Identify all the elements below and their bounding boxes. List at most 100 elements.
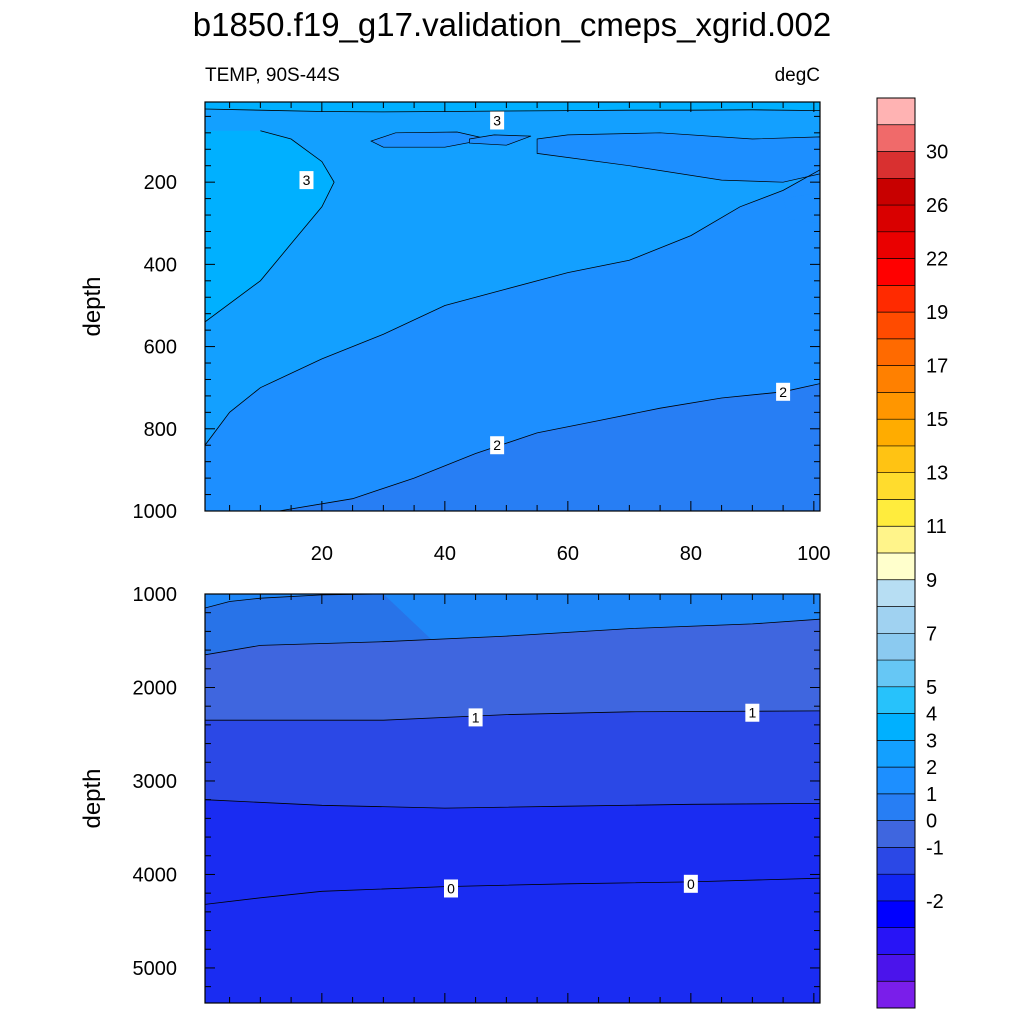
contour-label-box xyxy=(776,382,791,401)
contour-label: 2 xyxy=(779,384,787,400)
colorbar-swatch xyxy=(877,553,915,581)
colorbar-swatch xyxy=(877,900,915,928)
colorbar-label: 9 xyxy=(926,570,937,592)
contour-line-3 xyxy=(205,130,335,323)
colorbar-label: 11 xyxy=(926,516,947,538)
contour-label: 2 xyxy=(493,437,501,453)
colorbar-label: 19 xyxy=(926,302,948,324)
contour-patch xyxy=(783,192,820,224)
y-axis-label: depth xyxy=(79,768,106,828)
colorbar-label: 26 xyxy=(926,195,948,217)
colorbar-swatch xyxy=(877,874,915,902)
figure-title: b1850.f19_g17.validation_cmeps_xgrid.002 xyxy=(193,6,831,43)
colorbar-swatch xyxy=(877,392,915,420)
upper-depth-panel: 3 3 2 2 200 400 600 800 1000 20 40 60 80 100 depth xyxy=(79,101,831,565)
y-tick-label: 1000 xyxy=(133,501,178,523)
colorbar-swatch xyxy=(877,954,915,982)
x-tick-label: 100 xyxy=(797,543,830,565)
band-band_0 xyxy=(205,878,820,1003)
contour-label-box xyxy=(490,111,505,130)
contour-label: 3 xyxy=(303,172,311,188)
contour-label: 0 xyxy=(687,876,695,892)
contour-label: 1 xyxy=(748,705,756,721)
colorbar-label: 3 xyxy=(926,730,937,752)
colorbar-label: -1 xyxy=(926,837,944,859)
x-tick-label: 40 xyxy=(434,543,456,565)
y-tick-label: 1000 xyxy=(133,584,178,606)
units-label: degC xyxy=(775,65,820,86)
colorbar-swatch xyxy=(877,98,915,126)
contour-label-box xyxy=(683,874,698,893)
colorbar-swatch xyxy=(877,526,915,554)
colorbar-swatch xyxy=(877,338,915,366)
colorbar-swatch xyxy=(877,927,915,955)
colorbar-swatch xyxy=(877,820,915,848)
colorbar-swatch xyxy=(877,981,915,1009)
y-tick-label: 800 xyxy=(144,419,177,441)
y-tick-label: 2000 xyxy=(133,677,178,699)
colorbar-swatch xyxy=(877,151,915,179)
colorbar-swatch xyxy=(877,713,915,741)
colorbar-swatch xyxy=(877,285,915,313)
contour-label-box xyxy=(444,879,458,898)
colorbar-swatch xyxy=(877,606,915,634)
contour-line-1 xyxy=(205,710,820,721)
contour-patch xyxy=(469,134,532,146)
contour-line-3 xyxy=(205,108,820,113)
x-tick-label: 20 xyxy=(311,543,333,565)
variable-region-label: TEMP, 90S-44S xyxy=(205,65,340,86)
contour-line-2 xyxy=(278,383,820,511)
colorbar-swatch xyxy=(877,178,915,206)
y-tick-label: 400 xyxy=(144,254,177,276)
contour-label-box xyxy=(468,708,483,727)
colorbar-label: 15 xyxy=(926,409,948,431)
contour-line-2.5 xyxy=(205,169,820,446)
colorbar-swatch xyxy=(877,472,915,500)
contour-label: 0 xyxy=(447,880,455,896)
colorbar-swatch xyxy=(877,767,915,795)
colorbar-swatch xyxy=(877,847,915,875)
colorbar-swatch xyxy=(877,124,915,152)
contour-line-1.5 xyxy=(205,618,820,656)
y-tick-label: 4000 xyxy=(133,864,178,886)
colorbar-label: 13 xyxy=(926,463,948,485)
colorbar-swatch xyxy=(877,633,915,661)
contour-line-0.5 xyxy=(205,799,820,809)
colorbar-swatch xyxy=(877,740,915,768)
plot-frame xyxy=(204,593,821,1004)
colorbar-frame xyxy=(876,97,916,1009)
colorbar-label: 17 xyxy=(926,356,948,378)
contour-label-box xyxy=(490,436,505,455)
contour-label: 1 xyxy=(472,709,480,725)
band-band_2 xyxy=(278,383,820,511)
contour-patch xyxy=(536,132,820,183)
colorbar-label: 22 xyxy=(926,249,948,271)
colorbar-swatch xyxy=(877,365,915,393)
colorbar-swatch xyxy=(877,258,915,286)
lower-depth-panel: 1 1 0 0 1000 2000 3000 4000 5000 depth xyxy=(79,584,821,1004)
y-tick-label: 3000 xyxy=(133,771,178,793)
colorbar-swatch xyxy=(877,445,915,473)
x-tick-label: 80 xyxy=(680,543,702,565)
colorbar-swatch xyxy=(877,419,915,447)
colorbar-swatch xyxy=(877,579,915,607)
colorbar-label: 0 xyxy=(926,811,937,833)
colorbar-swatch xyxy=(877,312,915,340)
contour-label: 3 xyxy=(493,112,501,128)
colorbar-label: 2 xyxy=(926,757,937,779)
colorbar-swatch xyxy=(877,686,915,714)
colorbar-label: 1 xyxy=(926,784,937,806)
colorbar: 30 26 22 19 17 15 13 11 9 7 5 4 3 2 1 0 -1 -2 xyxy=(876,97,948,1009)
colorbar-label: -2 xyxy=(926,891,944,913)
colorbar-swatch xyxy=(877,793,915,821)
colorbar-label: 30 xyxy=(926,142,948,164)
colorbar-swatch xyxy=(877,660,915,688)
contour-label-box xyxy=(299,171,314,190)
y-tick-label: 600 xyxy=(144,337,177,359)
plot-frame xyxy=(204,101,821,512)
colorbar-swatch xyxy=(877,205,915,233)
colorbar-label: 4 xyxy=(926,704,937,726)
colorbar-swatch xyxy=(877,231,915,259)
x-tick-label: 60 xyxy=(557,543,579,565)
